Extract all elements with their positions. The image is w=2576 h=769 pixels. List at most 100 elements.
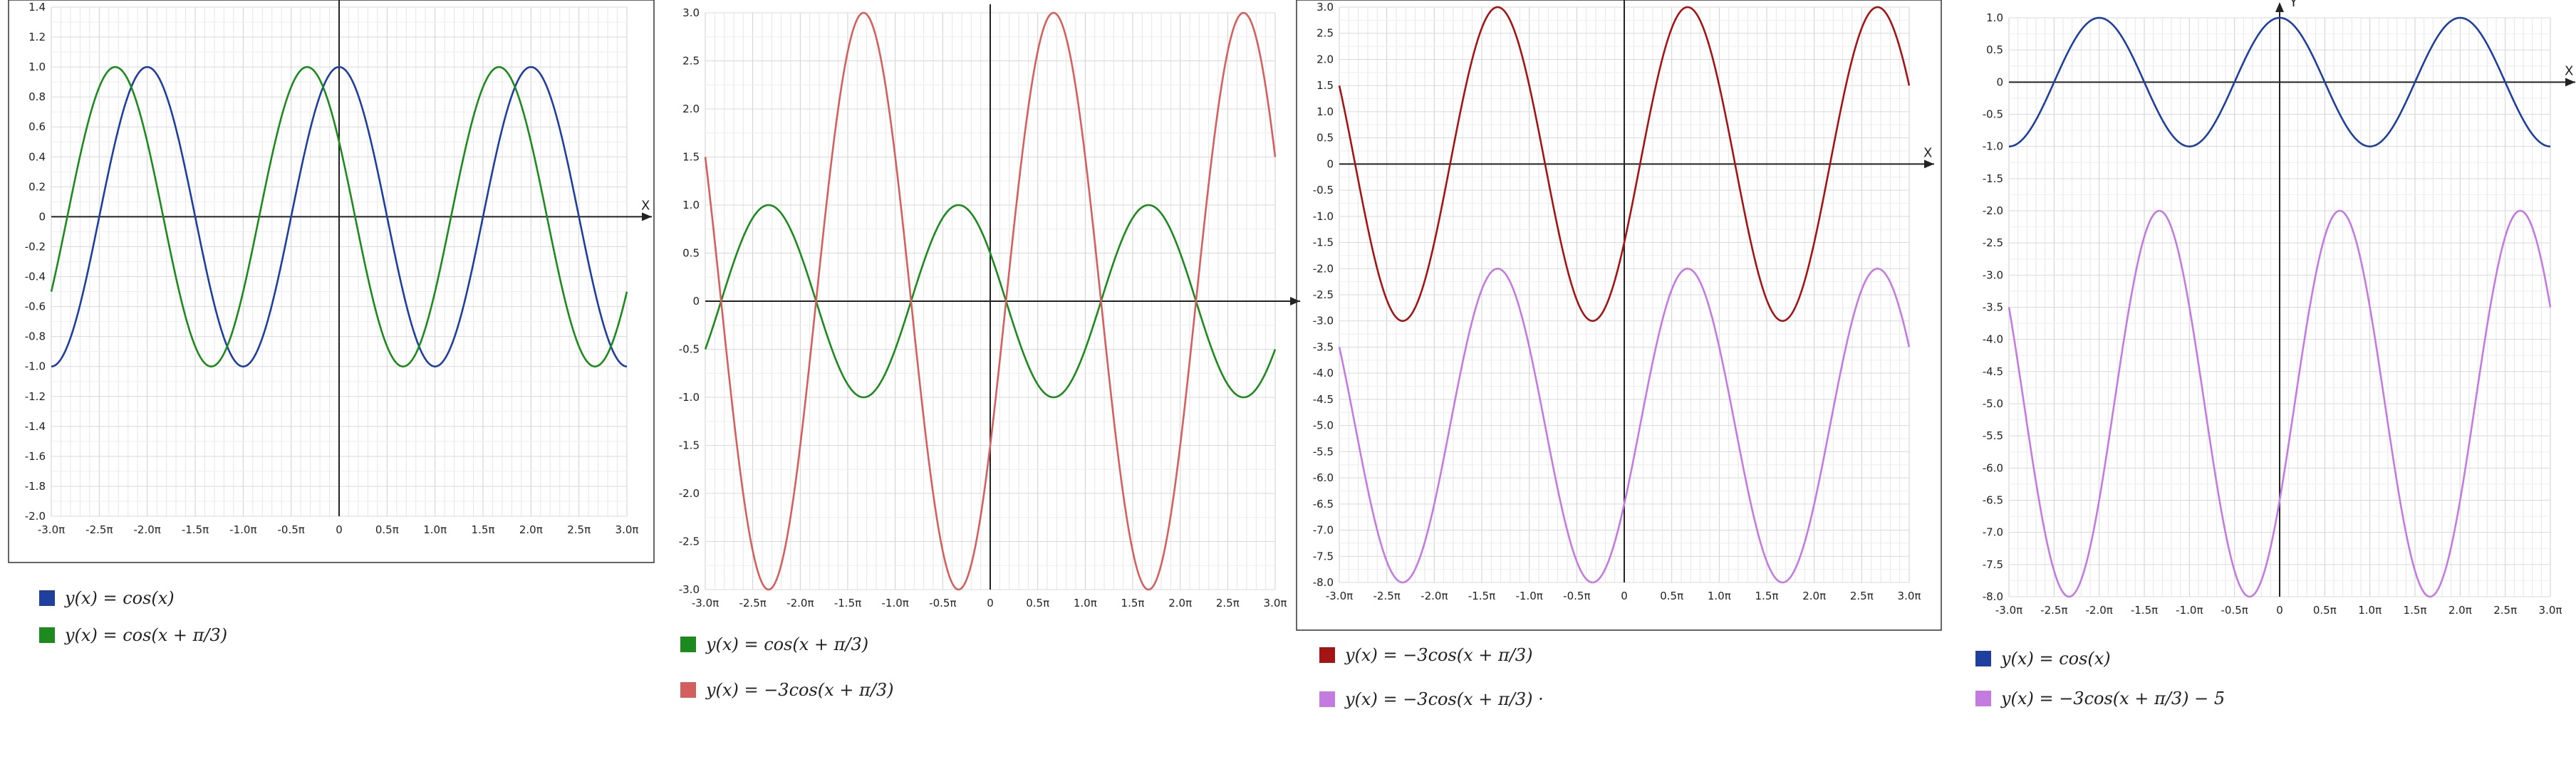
legend-label: y(x) = cos(x + π/3): [706, 634, 869, 654]
x-tick-label: 1.0π: [1708, 590, 1731, 602]
series-line: [1338, 6, 1911, 323]
x-tick-label: 1.0π: [1074, 597, 1097, 610]
y-tick-label: -1.4: [25, 420, 46, 433]
y-tick-label: 2.5: [682, 55, 700, 68]
y-tick-label: -3.0: [1983, 268, 2003, 281]
y-tick-label: -2.5: [1983, 236, 2003, 249]
y-tick-label: -1.0: [25, 360, 46, 373]
y-tick-label: 1.0: [1316, 105, 1334, 118]
series-line: [2008, 16, 2551, 147]
chart-4-legend: y(x) = cos(x) y(x) = −3cos(x + π/3) − 5: [1975, 644, 2225, 713]
x-tick-label: 2.0π: [2448, 604, 2472, 617]
legend-swatch: [1975, 691, 1991, 706]
x-tick-label: -0.5π: [1563, 590, 1590, 602]
y-tick-label: 1.5: [1316, 79, 1334, 92]
x-tick-label: 2.5π: [1216, 597, 1240, 610]
y-tick-label: 2.5: [1316, 27, 1334, 40]
x-tick-label: 2.5π: [1850, 590, 1874, 602]
x-tick-label: -2.5π: [739, 597, 767, 610]
x-tick-label: 3.0π: [1264, 597, 1287, 610]
x-axis-arrow: [642, 212, 652, 221]
y-tick-label: 3.0: [1316, 1, 1334, 14]
y-tick-label: 2.0: [1316, 53, 1334, 66]
y-tick-label: -6.0: [1983, 461, 2003, 474]
y-tick-label: -1.6: [25, 450, 46, 463]
chart-frame: [8, 0, 655, 563]
y-tick-label: 0.4: [28, 150, 46, 163]
y-tick-label: 2.0: [682, 103, 700, 115]
y-tick-label: 1.5: [682, 151, 700, 164]
legend-swatch: [1319, 647, 1335, 663]
legend-swatch: [680, 682, 696, 698]
chart-1-legend: y(x) = cos(x) y(x) = cos(x + π/3): [39, 584, 227, 649]
legend-swatch: [680, 637, 696, 652]
y-tick-label: -8.0: [1983, 590, 2003, 603]
y-tick-label: -1.5: [1983, 172, 2003, 185]
y-tick-label: -6.0: [1313, 471, 1334, 484]
y-tick-label: -5.5: [1313, 445, 1334, 458]
y-tick-label: -7.5: [1313, 550, 1334, 563]
y-tick-label: -2.5: [1313, 288, 1334, 301]
y-tick-label: -2.0: [679, 487, 700, 500]
legend-swatch: [39, 627, 55, 643]
x-tick-label: -2.5π: [2040, 604, 2067, 617]
y-tick-label: 1.0: [1986, 11, 2003, 24]
y-tick-label: -5.0: [1313, 419, 1334, 432]
x-tick-label: -0.5π: [278, 523, 305, 536]
y-tick-label: -5.0: [1983, 397, 2003, 410]
y-tick-label: -5.5: [1983, 429, 2003, 442]
x-axis-label: X: [641, 198, 650, 213]
x-tick-label: -1.0π: [882, 597, 909, 610]
x-tick-label: -3.0π: [692, 597, 719, 610]
y-tick-label: 0.5: [1316, 132, 1334, 145]
x-tick-label: -1.0π: [2176, 604, 2203, 617]
y-tick-label: -2.0: [25, 510, 46, 523]
y-tick-label: -4.0: [1313, 367, 1334, 380]
x-tick-label: 0: [2276, 604, 2283, 617]
legend-label: y(x) = cos(x): [65, 588, 175, 608]
chart-frame: [1296, 0, 1942, 631]
chart-panel-3: 3.0 2.5 2.0 1.5 1.0 0.5 0 -0.5 -1.0 -1.5 -2.0 -2.5 -…: [1296, 0, 1945, 769]
x-tick-label: 1.5π: [1121, 597, 1145, 610]
x-tick-label: 3.0π: [2539, 604, 2562, 617]
x-tick-label: 2.5π: [567, 523, 591, 536]
x-tick-label: 1.0π: [2358, 604, 2382, 617]
legend-label: y(x) = −3cos(x + π/3) − 5: [2001, 689, 2226, 708]
legend-label: y(x) = −3cos(x + π/3) ·: [1345, 689, 1544, 709]
x-tick-label: -2.5π: [85, 523, 113, 536]
x-tick-label: -3.0π: [38, 523, 65, 536]
y-tick-label: -1.0: [1313, 210, 1334, 223]
x-tick-label: 0.5π: [1660, 590, 1683, 602]
y-tick-label: -3.5: [1313, 340, 1334, 353]
y-tick-label: -4.5: [1983, 365, 2003, 378]
chart-3-legend: y(x) = −3cos(x + π/3) y(x) = −3cos(x + π…: [1319, 641, 1544, 713]
legend-entry: y(x) = cos(x): [39, 584, 227, 612]
y-tick-label: -7.0: [1983, 526, 2003, 539]
chart-panel-1: 1.4 1.2 1.0 0.8 0.6 0.4 0.2 0 -0.2 -0.4 -0.6 -0.8 -1…: [0, 0, 663, 769]
y-tick-label: -8.0: [1313, 576, 1334, 589]
x-tick-label: -2.0π: [134, 523, 161, 536]
y-tick-label: -1.0: [679, 391, 700, 404]
x-tick-label: 0: [987, 597, 994, 610]
series-line: [50, 66, 628, 368]
y-tick-label: 0: [38, 210, 46, 223]
chart-1-plot: 1.4 1.2 1.0 0.8 0.6 0.4 0.2 0 -0.2 -0.4 -0.6 -0.8 -1…: [8, 0, 655, 563]
y-tick-label: -0.4: [25, 271, 46, 283]
y-tick-label: 0.8: [28, 90, 46, 103]
x-tick-label: 0: [1621, 590, 1628, 602]
x-tick-label: 1.5π: [1755, 590, 1779, 602]
chart-panel-2: 3.0 2.5 2.0 1.5 1.0 0.5 0 -0.5 -1.0 -1.5 -2.0 -2.5 -…: [663, 0, 1304, 769]
x-tick-label: -1.0π: [229, 523, 256, 536]
y-tick-label: 1.4: [28, 1, 46, 14]
y-tick-label: -3.5: [1983, 301, 2003, 314]
legend-entry: y(x) = cos(x + π/3): [39, 621, 227, 649]
y-tick-label: 0: [1326, 157, 1334, 170]
x-tick-label: -2.0π: [1421, 590, 1448, 602]
chart-2-plot: 3.0 2.5 2.0 1.5 1.0 0.5 0 -0.5 -1.0 -1.5 -2.0 -2.5 -…: [679, 4, 1300, 610]
chart-panel-4: 1.0 0.5 0 -0.5 -1.0 -1.5 -2.0 -2.5 -3.0 -3.5 -4.0 -…: [1945, 0, 2576, 769]
y-tick-label: -6.5: [1983, 494, 2003, 507]
x-tick-label: 2.0π: [519, 523, 543, 536]
x-tick-label: 0.5π: [2313, 604, 2337, 617]
legend-entry: y(x) = cos(x): [1975, 644, 2225, 673]
y-tick-label: -1.5: [679, 439, 700, 452]
